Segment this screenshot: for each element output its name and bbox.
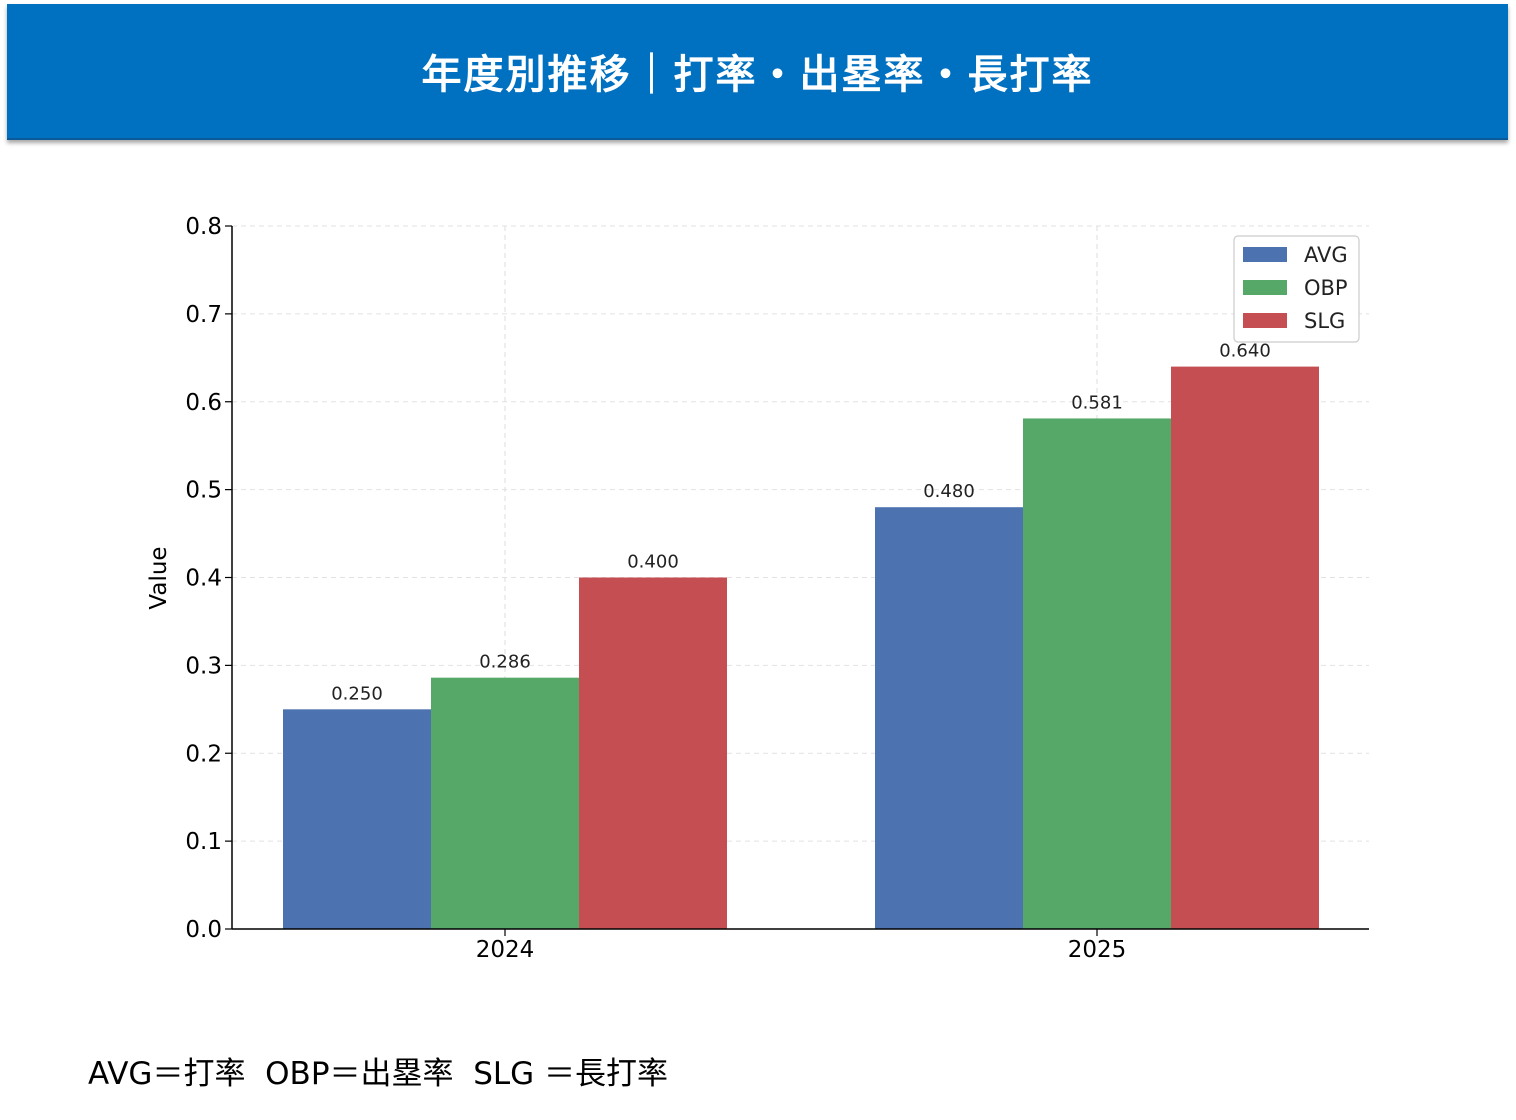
y-axis-label: Value [146,546,172,609]
legend-swatch-avg [1243,247,1287,262]
data-label: 0.581 [1071,392,1123,413]
y-tick-label: 0.6 [185,390,222,416]
y-tick-label: 0.3 [185,653,222,679]
x-tick-label: 2025 [1068,937,1127,963]
legend-label: SLG [1304,309,1345,333]
bar-slg [579,577,727,929]
legend-label: AVG [1304,243,1348,267]
data-label: 0.640 [1219,341,1271,362]
legend-label: OBP [1304,276,1348,300]
legend-swatch-obp [1243,280,1287,295]
y-tick-label: 0.0 [185,917,222,943]
footnote-legend: AVG＝打率 OBP＝出塁率 SLG ＝長打率 [88,1056,669,1092]
y-tick-label: 0.7 [185,302,222,328]
legend-swatch-slg [1243,313,1287,328]
data-label: 0.250 [331,683,383,704]
bar-obp [1023,418,1171,929]
y-tick-label: 0.4 [185,566,222,592]
bar-avg [875,507,1023,929]
title-banner: 年度別推移｜打率・出塁率・長打率 [7,4,1508,140]
page-title: 年度別推移｜打率・出塁率・長打率 [421,52,1094,98]
x-tick-label: 2024 [476,937,535,963]
y-tick-label: 0.8 [185,214,222,240]
y-tick-label: 0.2 [185,741,222,767]
y-tick-label: 0.5 [185,478,222,504]
data-label: 0.400 [627,552,679,573]
bar-slg [1171,366,1319,930]
bar-obp [431,677,579,929]
data-label: 0.480 [923,481,975,502]
y-tick-label: 0.1 [185,829,222,855]
data-label: 0.286 [479,652,531,673]
bar-avg [283,709,431,929]
